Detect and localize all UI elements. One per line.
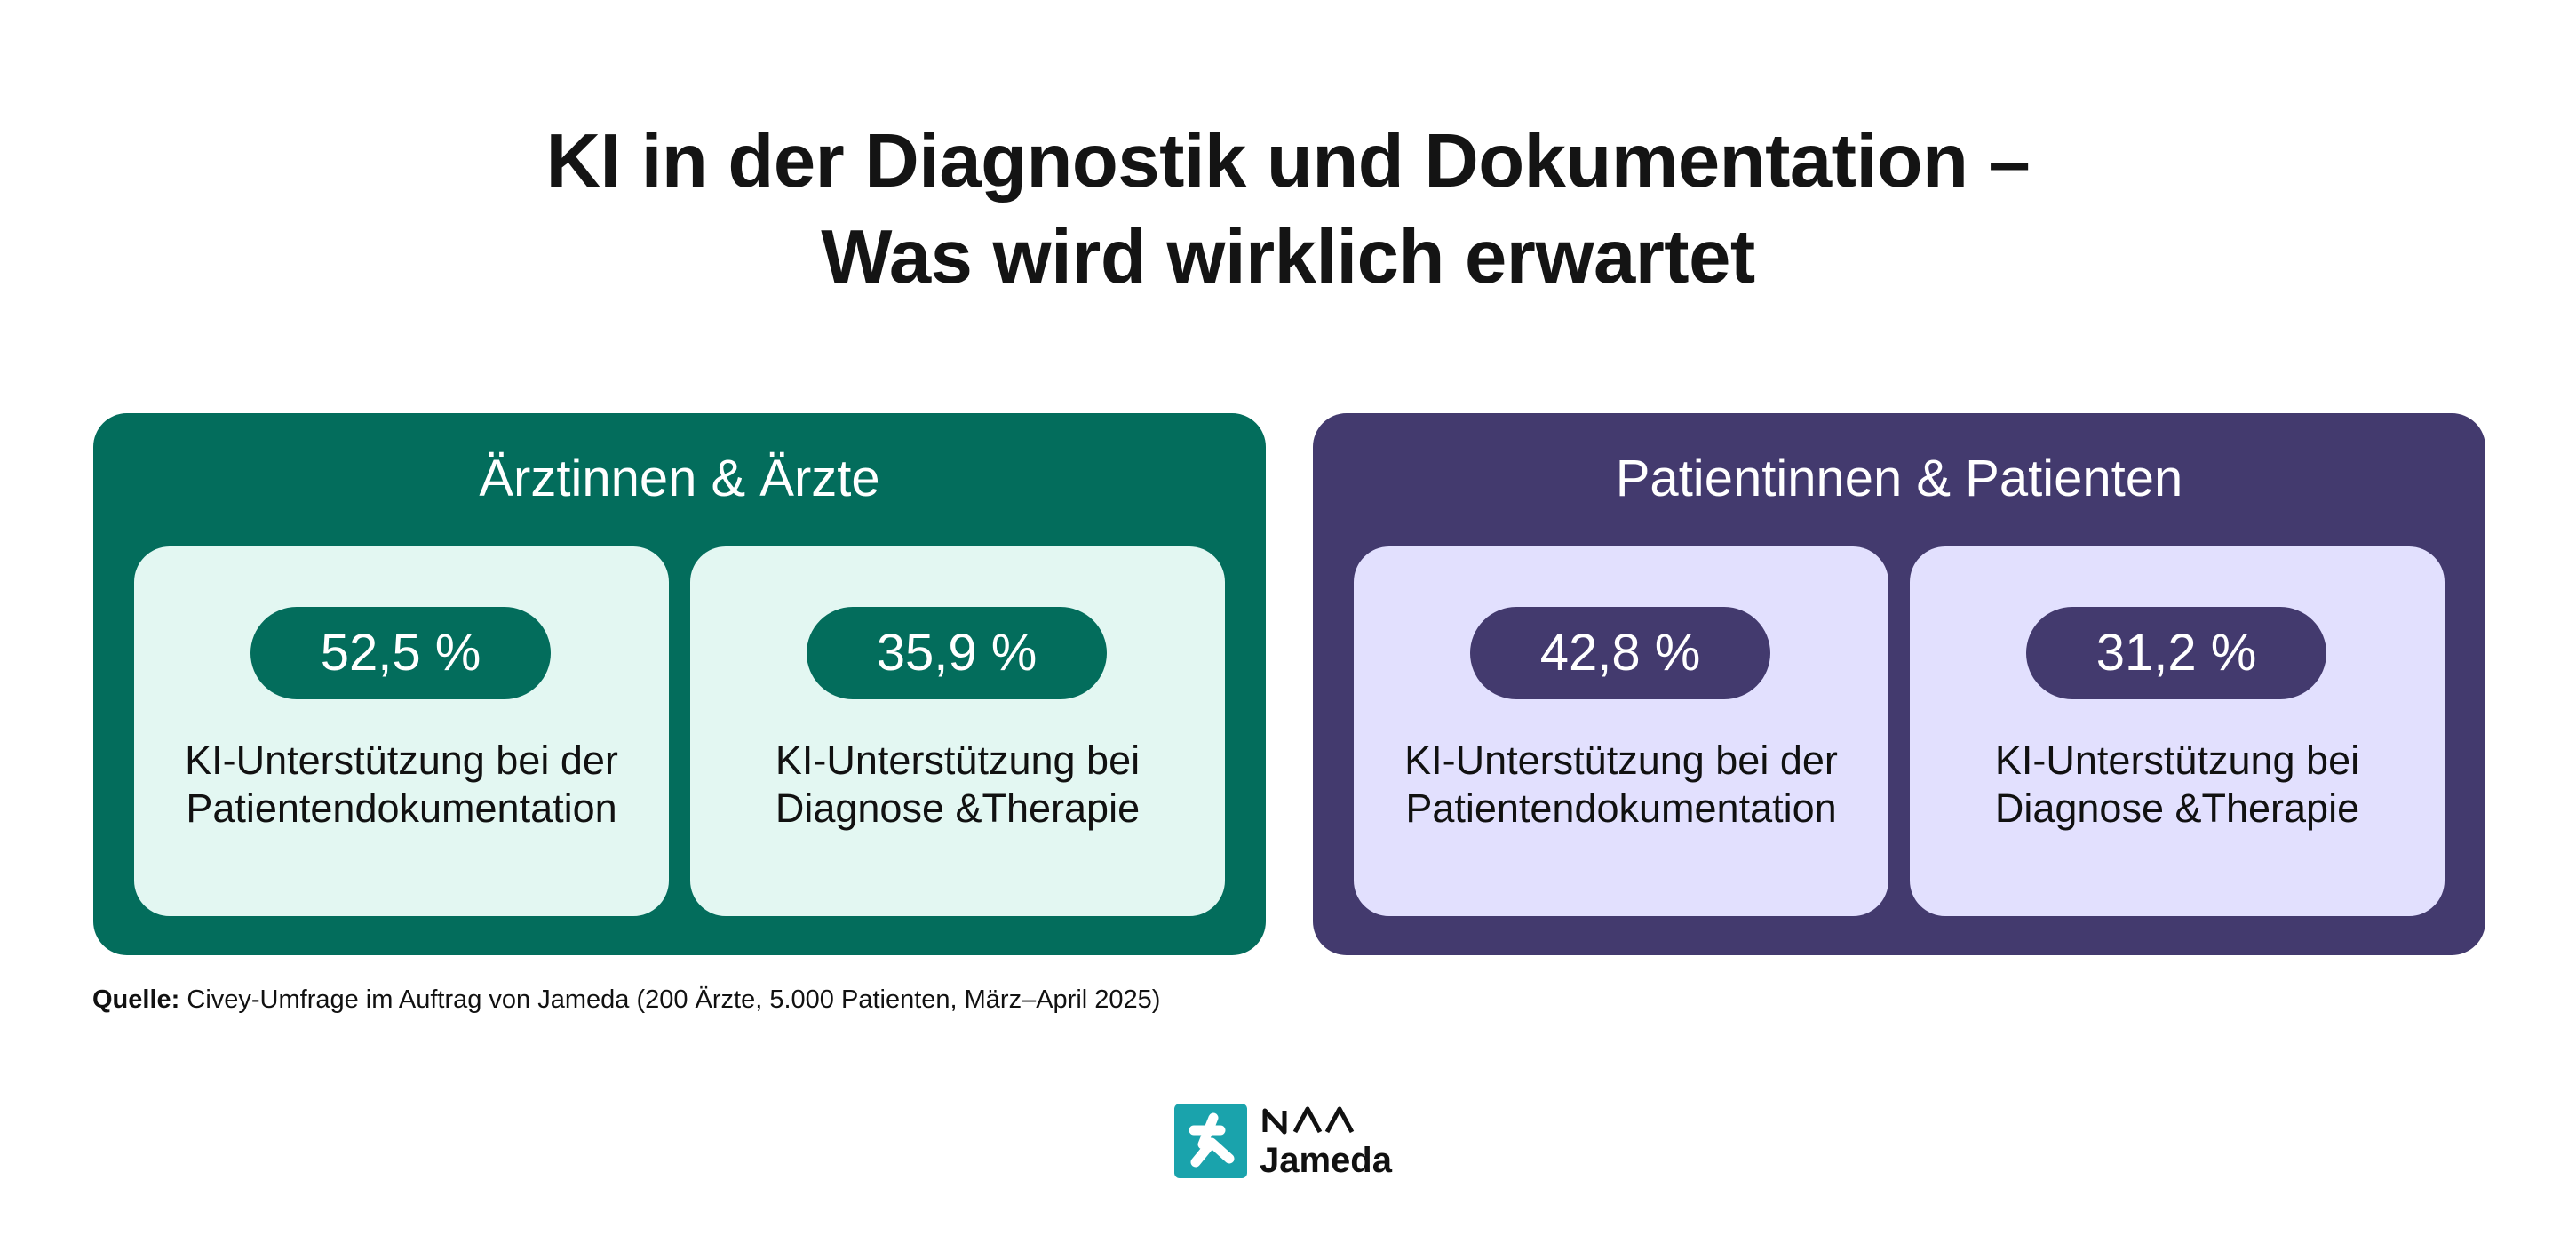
doctors-label-documentation: KI-Unterstützung bei der Patientendokume… — [134, 737, 669, 833]
label-line: KI-Unterstützung bei — [1994, 738, 2360, 783]
label-line: KI-Unterstützung bei der — [1404, 738, 1838, 783]
label-line: KI-Unterstützung bei — [775, 738, 1141, 783]
label-line: Diagnose &Therapie — [775, 785, 1141, 831]
jameda-logo: Jameda — [1174, 1102, 1405, 1184]
doctors-card-diagnosis: 35,9 % KI-Unterstützung bei Diagnose &Th… — [690, 546, 1225, 916]
patients-panel-title: Patientinnen & Patienten — [1615, 450, 2183, 507]
patients-card-diagnosis: 31,2 % KI-Unterstützung bei Diagnose &Th… — [1910, 546, 2445, 916]
label-line: Patientendokumentation — [186, 785, 617, 831]
title-line-1: KI in der Diagnostik und Dokumentation – — [545, 119, 2031, 203]
jameda-wordmark: Jameda — [1260, 1141, 1392, 1180]
label-line: Diagnose &Therapie — [1994, 785, 2360, 831]
patients-label-diagnosis: KI-Unterstützung bei Diagnose &Therapie — [1910, 737, 2445, 833]
page-title: KI in der Diagnostik und Dokumentation –… — [0, 114, 2576, 306]
patients-value-diagnosis: 31,2 % — [2026, 607, 2326, 699]
source-note: Quelle: Civey-Umfrage im Auftrag von Jam… — [92, 985, 1160, 1015]
noa-mark — [1260, 1102, 1411, 1184]
label-line: KI-Unterstützung bei der — [185, 738, 618, 783]
doctors-label-diagnosis: KI-Unterstützung bei Diagnose &Therapie — [690, 737, 1225, 833]
patients-panel: Patientinnen & Patienten 42,8 % KI-Unter… — [1313, 413, 2485, 955]
doctors-panel-title: Ärztinnen & Ärzte — [479, 450, 880, 507]
title-line-2: Was wird wirklich erwartet — [821, 215, 1755, 299]
patients-label-documentation: KI-Unterstützung bei der Patientendokume… — [1354, 737, 1888, 833]
label-line: Patientendokumentation — [1405, 785, 1837, 831]
source-text: Civey-Umfrage im Auftrag von Jameda (200… — [187, 985, 1161, 1014]
jameda-cross-icon — [1174, 1104, 1247, 1178]
patients-value-documentation: 42,8 % — [1470, 607, 1770, 699]
patients-card-documentation: 42,8 % KI-Unterstützung bei der Patiente… — [1354, 546, 1888, 916]
doctors-value-documentation: 52,5 % — [250, 607, 551, 699]
source-label: Quelle: — [92, 985, 180, 1014]
doctors-value-diagnosis: 35,9 % — [807, 607, 1107, 699]
doctors-card-documentation: 52,5 % KI-Unterstützung bei der Patiente… — [134, 546, 669, 916]
doctors-panel: Ärztinnen & Ärzte 52,5 % KI-Unterstützun… — [93, 413, 1266, 955]
